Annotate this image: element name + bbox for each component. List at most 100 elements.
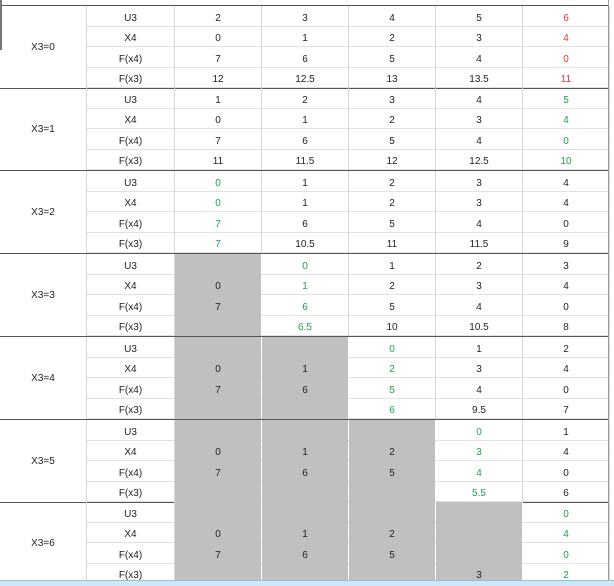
value-cell[interactable]: 9 [523, 232, 610, 253]
shaded-cell[interactable]: 1 [262, 357, 349, 378]
value-cell[interactable]: 1 [262, 274, 349, 295]
row-name-cell[interactable]: F(x3) [87, 149, 175, 170]
row-name-cell[interactable]: X4 [87, 522, 175, 543]
value-cell[interactable]: 4 [523, 171, 610, 192]
value-cell[interactable]: 2 [175, 6, 262, 27]
value-cell[interactable]: 2 [349, 108, 436, 129]
value-cell[interactable]: 3 [262, 6, 349, 27]
shaded-cell[interactable] [262, 398, 349, 419]
value-cell[interactable]: 12.5 [262, 67, 349, 88]
value-cell[interactable]: 3 [436, 191, 523, 212]
shaded-cell[interactable]: 6 [262, 543, 349, 564]
value-cell[interactable]: 3 [436, 26, 523, 47]
block-label[interactable]: X3=3 [0, 254, 87, 336]
value-cell[interactable]: 2 [349, 26, 436, 47]
value-cell[interactable]: 4 [523, 522, 610, 543]
value-cell[interactable]: 7 [175, 212, 262, 233]
value-cell[interactable]: 0 [523, 461, 610, 482]
value-cell[interactable]: 0 [175, 191, 262, 212]
value-cell[interactable]: 0 [523, 47, 610, 68]
row-name-cell[interactable]: X4 [87, 108, 175, 129]
value-cell[interactable]: 11.5 [436, 232, 523, 253]
row-name-cell[interactable]: U3 [87, 420, 175, 441]
value-cell[interactable]: 4 [349, 6, 436, 27]
row-name-cell[interactable]: F(x4) [87, 461, 175, 482]
value-cell[interactable]: 6 [262, 295, 349, 316]
row-name-cell[interactable]: X4 [87, 191, 175, 212]
value-cell[interactable]: 6 [349, 398, 436, 419]
row-name-cell[interactable]: U3 [87, 502, 175, 523]
row-name-cell[interactable]: X4 [87, 357, 175, 378]
value-cell[interactable]: 5.5 [436, 481, 523, 502]
row-name-cell[interactable]: F(x4) [87, 47, 175, 68]
block-label[interactable]: X3=6 [0, 502, 87, 584]
shaded-cell[interactable] [349, 420, 436, 441]
shaded-cell[interactable]: 1 [262, 440, 349, 461]
value-cell[interactable]: 4 [523, 440, 610, 461]
value-cell[interactable]: 3 [436, 440, 523, 461]
shaded-cell[interactable] [262, 481, 349, 502]
block-label[interactable]: X3=5 [0, 420, 87, 502]
value-cell[interactable]: 5 [436, 6, 523, 27]
value-cell[interactable]: 10 [349, 315, 436, 336]
value-cell[interactable]: 0 [175, 171, 262, 192]
value-cell[interactable]: 0 [523, 129, 610, 150]
value-cell[interactable]: 1 [175, 88, 262, 109]
value-cell[interactable]: 1 [262, 108, 349, 129]
value-cell[interactable]: 2 [349, 274, 436, 295]
value-cell[interactable]: 0 [262, 254, 349, 275]
value-cell[interactable]: 5 [349, 212, 436, 233]
block-label[interactable]: X3=2 [0, 171, 87, 253]
value-cell[interactable]: 3 [349, 88, 436, 109]
shaded-cell[interactable]: 0 [175, 274, 262, 295]
value-cell[interactable]: 5 [349, 129, 436, 150]
row-name-cell[interactable]: F(x4) [87, 295, 175, 316]
shaded-cell[interactable]: 5 [349, 543, 436, 564]
value-cell[interactable]: 0 [523, 502, 610, 523]
shaded-cell[interactable] [175, 420, 262, 441]
row-name-cell[interactable]: U3 [87, 171, 175, 192]
value-cell[interactable]: 3 [436, 357, 523, 378]
block-label[interactable]: X3=0 [0, 6, 87, 88]
shaded-cell[interactable]: 0 [175, 357, 262, 378]
shaded-cell[interactable]: 1 [262, 522, 349, 543]
value-cell[interactable]: 12 [175, 67, 262, 88]
value-cell[interactable]: 7 [523, 398, 610, 419]
value-cell[interactable]: 6 [262, 47, 349, 68]
value-cell[interactable]: 3 [436, 171, 523, 192]
shaded-cell[interactable]: 6 [262, 461, 349, 482]
shaded-cell[interactable] [175, 337, 262, 358]
value-cell[interactable]: 4 [523, 357, 610, 378]
value-cell[interactable]: 5 [349, 378, 436, 399]
block-label[interactable]: X3=4 [0, 337, 87, 419]
value-cell[interactable]: 0 [175, 26, 262, 47]
value-cell[interactable]: 11 [349, 232, 436, 253]
value-cell[interactable]: 0 [436, 420, 523, 441]
value-cell[interactable]: 1 [262, 26, 349, 47]
shaded-cell[interactable] [349, 481, 436, 502]
shaded-cell[interactable] [349, 502, 436, 523]
shaded-cell[interactable]: 7 [175, 378, 262, 399]
shaded-cell[interactable] [175, 398, 262, 419]
value-cell[interactable]: 2 [349, 191, 436, 212]
value-cell[interactable]: 2 [349, 357, 436, 378]
value-cell[interactable]: 3 [436, 274, 523, 295]
shaded-cell[interactable] [436, 522, 523, 543]
value-cell[interactable]: 9.5 [436, 398, 523, 419]
value-cell[interactable]: 6 [523, 481, 610, 502]
row-name-cell[interactable]: F(x4) [87, 212, 175, 233]
value-cell[interactable]: 3 [436, 108, 523, 129]
value-cell[interactable]: 11.5 [262, 149, 349, 170]
row-name-cell[interactable]: F(x3) [87, 232, 175, 253]
shaded-cell[interactable]: 5 [349, 461, 436, 482]
shaded-cell[interactable] [262, 502, 349, 523]
value-cell[interactable]: 2 [523, 337, 610, 358]
row-name-cell[interactable]: F(x4) [87, 378, 175, 399]
row-name-cell[interactable]: F(x3) [87, 67, 175, 88]
value-cell[interactable]: 6 [523, 6, 610, 27]
value-cell[interactable]: 11 [523, 67, 610, 88]
selection-bar[interactable] [0, 580, 614, 586]
row-name-cell[interactable]: U3 [87, 254, 175, 275]
shaded-cell[interactable]: 7 [175, 295, 262, 316]
shaded-cell[interactable] [262, 420, 349, 441]
